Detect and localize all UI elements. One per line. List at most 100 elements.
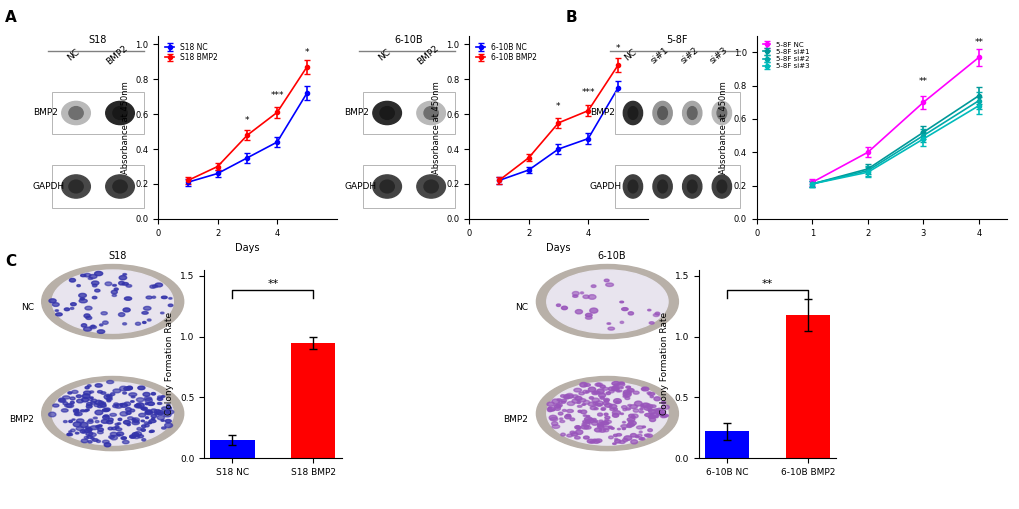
Ellipse shape [110, 436, 117, 440]
Ellipse shape [145, 424, 149, 427]
Ellipse shape [561, 409, 566, 411]
Text: 6-10B: 6-10B [394, 35, 423, 45]
Ellipse shape [63, 420, 67, 422]
Ellipse shape [87, 428, 92, 431]
Ellipse shape [58, 399, 65, 402]
Ellipse shape [115, 426, 119, 428]
Ellipse shape [73, 410, 79, 413]
Ellipse shape [620, 413, 623, 414]
Ellipse shape [131, 396, 135, 398]
Ellipse shape [587, 439, 594, 443]
Ellipse shape [653, 397, 659, 401]
Ellipse shape [575, 430, 582, 435]
Ellipse shape [619, 441, 625, 443]
Ellipse shape [89, 433, 96, 437]
Ellipse shape [613, 384, 618, 386]
Ellipse shape [106, 175, 135, 198]
Ellipse shape [76, 427, 84, 431]
Ellipse shape [63, 402, 67, 405]
Ellipse shape [611, 387, 618, 391]
Ellipse shape [586, 418, 593, 423]
Ellipse shape [620, 321, 623, 323]
Ellipse shape [556, 304, 560, 306]
Text: *: * [305, 47, 309, 56]
Ellipse shape [417, 175, 445, 198]
Ellipse shape [567, 395, 573, 398]
Ellipse shape [583, 423, 586, 425]
Ellipse shape [564, 395, 569, 399]
Ellipse shape [558, 402, 562, 404]
Ellipse shape [115, 428, 121, 431]
Ellipse shape [554, 407, 559, 410]
Ellipse shape [546, 270, 667, 333]
Ellipse shape [659, 412, 663, 414]
Ellipse shape [82, 439, 88, 443]
Ellipse shape [126, 285, 131, 287]
Ellipse shape [149, 419, 156, 422]
Ellipse shape [570, 418, 574, 421]
Ellipse shape [93, 296, 97, 299]
Ellipse shape [614, 438, 618, 440]
Ellipse shape [606, 323, 610, 324]
Ellipse shape [633, 391, 639, 394]
Ellipse shape [576, 427, 580, 429]
Ellipse shape [69, 180, 84, 193]
Ellipse shape [622, 307, 628, 310]
Ellipse shape [600, 407, 605, 410]
Ellipse shape [592, 439, 596, 441]
Ellipse shape [711, 175, 731, 198]
Ellipse shape [551, 421, 557, 426]
Ellipse shape [584, 383, 590, 386]
Ellipse shape [84, 391, 91, 394]
Ellipse shape [130, 401, 135, 402]
Ellipse shape [136, 403, 144, 408]
Ellipse shape [89, 277, 93, 279]
Ellipse shape [602, 402, 608, 405]
Ellipse shape [99, 403, 106, 407]
Ellipse shape [141, 429, 145, 431]
Ellipse shape [61, 409, 68, 412]
Ellipse shape [616, 390, 620, 392]
Ellipse shape [42, 377, 183, 450]
Ellipse shape [108, 427, 113, 430]
Ellipse shape [585, 316, 591, 319]
Ellipse shape [76, 285, 81, 287]
Ellipse shape [648, 415, 655, 418]
Ellipse shape [570, 431, 575, 434]
Ellipse shape [607, 387, 614, 390]
Ellipse shape [604, 419, 608, 421]
Ellipse shape [129, 435, 136, 438]
Y-axis label: Colony Formation Rate: Colony Formation Rate [165, 313, 174, 415]
Ellipse shape [588, 402, 596, 406]
Ellipse shape [611, 386, 619, 390]
Ellipse shape [107, 400, 111, 402]
Ellipse shape [631, 414, 638, 418]
Ellipse shape [95, 384, 102, 387]
Ellipse shape [64, 404, 72, 407]
Ellipse shape [625, 397, 629, 400]
Ellipse shape [642, 387, 645, 390]
Ellipse shape [128, 393, 137, 396]
Ellipse shape [164, 423, 172, 428]
X-axis label: Days: Days [545, 243, 571, 253]
Ellipse shape [589, 308, 597, 313]
Ellipse shape [82, 431, 86, 433]
Ellipse shape [91, 402, 96, 404]
Ellipse shape [94, 404, 99, 407]
Ellipse shape [597, 424, 603, 427]
Ellipse shape [627, 425, 631, 428]
Ellipse shape [634, 401, 642, 406]
Ellipse shape [42, 265, 183, 338]
Ellipse shape [69, 106, 84, 120]
Ellipse shape [121, 437, 126, 439]
Ellipse shape [578, 399, 585, 402]
Ellipse shape [106, 398, 112, 401]
Ellipse shape [155, 413, 159, 415]
Ellipse shape [549, 417, 557, 421]
Ellipse shape [49, 412, 56, 417]
Ellipse shape [142, 425, 146, 428]
Ellipse shape [103, 409, 106, 411]
Ellipse shape [92, 439, 98, 441]
Ellipse shape [97, 425, 102, 427]
Ellipse shape [547, 409, 551, 412]
